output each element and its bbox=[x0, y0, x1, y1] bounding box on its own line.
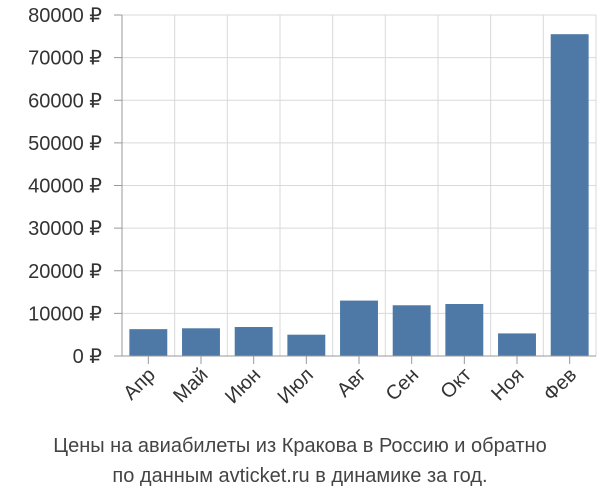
chart-caption-line-2: по данным avticket.ru в динамике за год. bbox=[112, 465, 488, 487]
y-tick-label: 30000 ₽ bbox=[28, 218, 102, 240]
bar-chart: 0 ₽ 10000 ₽ 20000 ₽ 30000 ₽ 40000 ₽ 50000 ₽ 60… bbox=[28, 5, 597, 408]
x-tick-label: Окт bbox=[436, 364, 475, 403]
bar bbox=[340, 300, 378, 356]
x-tick-label: Апр bbox=[119, 364, 160, 405]
bar bbox=[287, 334, 326, 356]
y-tick-label: 20000 ₽ bbox=[28, 261, 102, 283]
x-tick-label: Июл bbox=[274, 364, 318, 408]
bar bbox=[392, 305, 431, 356]
y-tick-label: 70000 ₽ bbox=[28, 48, 102, 70]
grid-lines bbox=[121, 14, 597, 357]
bar bbox=[445, 303, 484, 356]
y-tick-labels: 0 ₽ 10000 ₽ 20000 ₽ 30000 ₽ 40000 ₽ 50000 ₽ 60… bbox=[28, 5, 102, 368]
x-tick-label: Фев bbox=[540, 364, 582, 406]
x-tick-label: Июн bbox=[221, 364, 265, 408]
x-tick-label: Ноя bbox=[487, 364, 528, 405]
bar bbox=[550, 34, 589, 357]
bar bbox=[129, 329, 168, 356]
y-tick-label: 0 ₽ bbox=[73, 346, 103, 368]
x-tick-label: Май bbox=[169, 364, 212, 407]
x-tick-label: Сен bbox=[382, 364, 423, 405]
bars bbox=[129, 34, 589, 357]
x-tick-labels: Апр Май Июн Июл Авг Сен Окт Ноя Фев bbox=[119, 364, 581, 408]
x-tick-label: Авг bbox=[333, 364, 371, 402]
y-tick-label: 40000 ₽ bbox=[28, 176, 102, 198]
y-tick-label: 50000 ₽ bbox=[28, 133, 102, 155]
bar bbox=[498, 333, 536, 356]
bar bbox=[234, 327, 273, 356]
y-tick-label: 60000 ₽ bbox=[28, 90, 102, 112]
y-tick-label: 10000 ₽ bbox=[28, 303, 102, 325]
bar bbox=[182, 328, 220, 356]
chart-caption-line-1: Цены на авиабилеты из Кракова в Россию и… bbox=[53, 435, 547, 457]
axes bbox=[114, 14, 596, 364]
y-tick-label: 80000 ₽ bbox=[28, 5, 102, 27]
